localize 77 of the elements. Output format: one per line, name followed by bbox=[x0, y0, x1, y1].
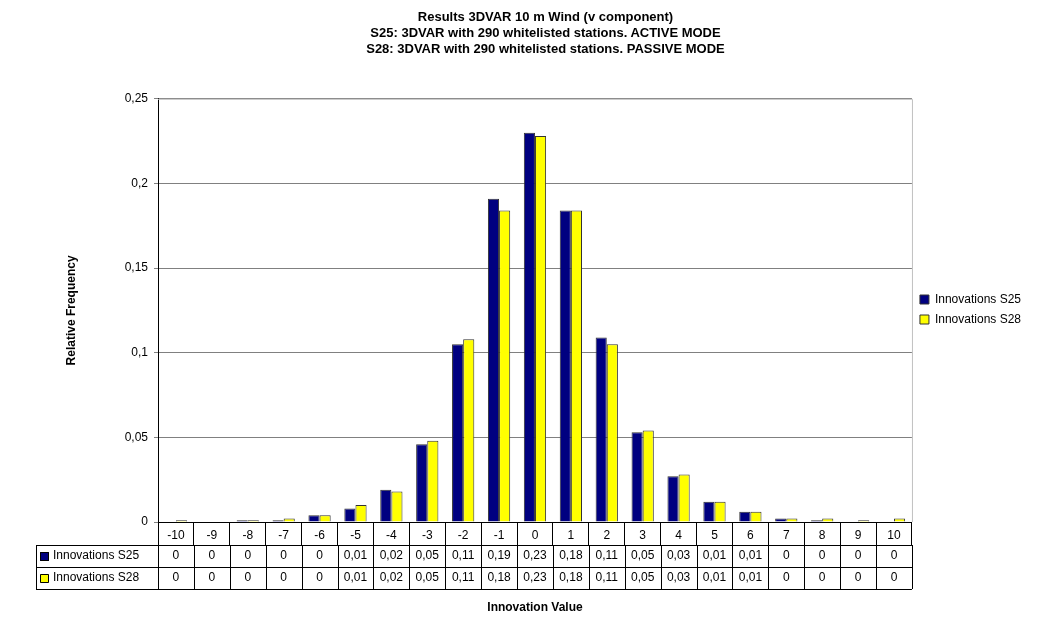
x-tick-label: 10 bbox=[887, 527, 901, 542]
data-label: 0 bbox=[172, 570, 180, 585]
x-tick-label: 5 bbox=[711, 527, 719, 542]
y-tick-label: 0,1 bbox=[131, 345, 149, 360]
legend-label: Innovations S25 bbox=[53, 548, 140, 563]
data-label: 0,23 bbox=[523, 548, 547, 563]
y-tick-label: 0 bbox=[141, 514, 149, 529]
data-label: 0 bbox=[890, 570, 898, 585]
x-tick-label: -2 bbox=[457, 527, 469, 542]
data-label: 0,02 bbox=[379, 548, 404, 563]
data-label: 0 bbox=[244, 548, 252, 563]
text: Innovations S28 bbox=[53, 570, 140, 585]
data-label: 0,01 bbox=[343, 570, 368, 585]
data-label: 0,19 bbox=[487, 548, 512, 563]
data-label: 0,03 bbox=[666, 548, 691, 563]
data-label: 0 bbox=[890, 548, 898, 563]
x-tick-label: -6 bbox=[314, 527, 326, 542]
data-label: 0,23 bbox=[523, 570, 547, 585]
x-tick-label: 9 bbox=[854, 527, 862, 542]
data-label: 0 bbox=[280, 548, 288, 563]
x-tick-label: -9 bbox=[206, 527, 218, 542]
data-label: 0,01 bbox=[702, 570, 727, 585]
chart-subtitle: S25: 3DVAR with 290 whitelisted stations. ACTIVE MODE S28: 3DVAR with 290 whitelisted stations. PASSIVE MODE bbox=[366, 24, 726, 56]
data-label: 0 bbox=[818, 548, 826, 563]
chart-title: Results 3DVAR 10 m Wind (v component) bbox=[417, 9, 674, 25]
y-tick-label: 0,2 bbox=[131, 175, 149, 190]
data-label: 0,18 bbox=[559, 548, 583, 563]
y-axis-title: Relative Frequency bbox=[63, 255, 78, 366]
x-tick-label: -5 bbox=[350, 527, 362, 542]
x-tick-label: 3 bbox=[639, 527, 647, 542]
x-axis-title: Innovation Value bbox=[487, 600, 583, 615]
x-tick-label: 2 bbox=[603, 527, 611, 542]
x-tick-label: 0 bbox=[531, 527, 539, 542]
data-label: 0 bbox=[782, 570, 790, 585]
data-label: 0 bbox=[316, 570, 324, 585]
data-label: 0,05 bbox=[630, 570, 655, 585]
data-label: 0,01 bbox=[738, 548, 763, 563]
x-tick-label: -3 bbox=[421, 527, 433, 542]
data-label: 0,02 bbox=[379, 570, 404, 585]
y-tick-label: 0,15 bbox=[124, 260, 149, 275]
data-label: 0 bbox=[208, 570, 216, 585]
x-tick-label: -1 bbox=[493, 527, 505, 542]
data-label: 0 bbox=[244, 570, 252, 585]
data-label: 0,18 bbox=[559, 570, 583, 585]
data-label: 0,01 bbox=[343, 548, 368, 563]
data-label: 0,01 bbox=[702, 548, 727, 563]
data-label: 0 bbox=[208, 548, 216, 563]
data-label: 0,11 bbox=[451, 548, 475, 563]
data-label: 0,05 bbox=[415, 570, 440, 585]
x-tick-label: 1 bbox=[567, 527, 575, 542]
data-label: 0,18 bbox=[487, 570, 512, 585]
legend-label: Innovations S28 bbox=[934, 311, 1022, 326]
x-tick-label: 4 bbox=[675, 527, 683, 542]
x-tick-label: -8 bbox=[242, 527, 254, 542]
data-label: 0,11 bbox=[595, 570, 619, 585]
data-label: 0,11 bbox=[595, 548, 619, 563]
x-tick-label: -10 bbox=[167, 527, 185, 542]
data-label: 0,01 bbox=[738, 570, 763, 585]
data-label: 0 bbox=[316, 548, 324, 563]
data-label: 0,05 bbox=[415, 548, 440, 563]
data-label: 0 bbox=[854, 548, 862, 563]
x-tick-label: 6 bbox=[747, 527, 755, 542]
y-tick-label: 0,25 bbox=[124, 91, 149, 106]
data-label: 0,05 bbox=[630, 548, 655, 563]
y-tick-label: 0,05 bbox=[124, 429, 149, 444]
data-label: 0 bbox=[172, 548, 180, 563]
x-tick-label: 7 bbox=[782, 527, 790, 542]
text: Innovations S25 bbox=[934, 291, 1021, 306]
data-label: 0,03 bbox=[666, 570, 691, 585]
x-tick-label: -4 bbox=[386, 527, 398, 542]
x-tick-label: -7 bbox=[278, 527, 290, 542]
x-tick-label: 8 bbox=[818, 527, 826, 542]
data-label: 0 bbox=[854, 570, 862, 585]
data-label: 0 bbox=[818, 570, 826, 585]
data-label: 0 bbox=[782, 548, 790, 563]
data-label: 0 bbox=[280, 570, 288, 585]
data-label: 0,11 bbox=[451, 570, 475, 585]
